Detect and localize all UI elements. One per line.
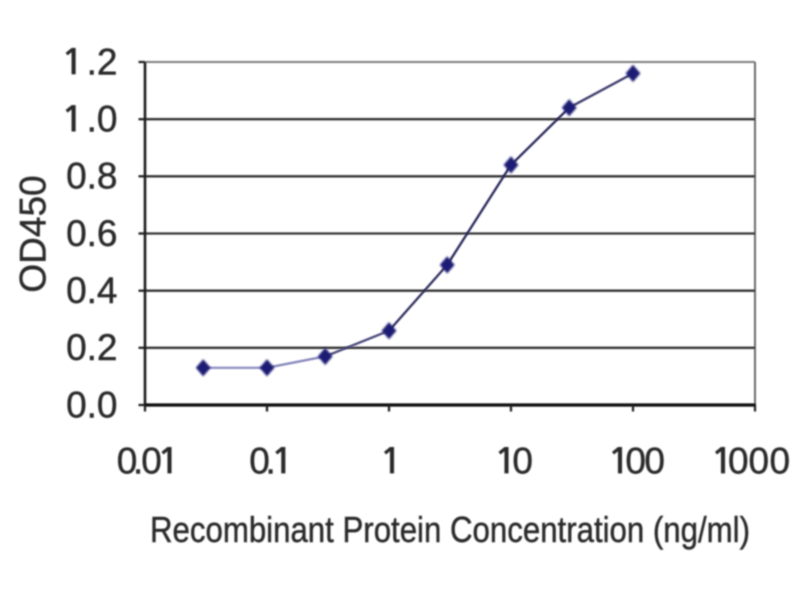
svg-text:0: 0 — [249, 440, 270, 481]
svg-text:0.2: 0.2 — [66, 327, 117, 368]
svg-text:0: 0 — [728, 440, 749, 481]
svg-text:.0: .0 — [87, 99, 118, 140]
svg-text:.: . — [266, 440, 276, 481]
svg-text:0: 0 — [644, 440, 665, 481]
svg-text:.: . — [133, 440, 143, 481]
svg-text:0.0: 0.0 — [66, 384, 117, 425]
svg-text:0: 0 — [141, 440, 162, 481]
svg-text:0: 0 — [770, 440, 791, 481]
svg-text:0.4: 0.4 — [66, 270, 117, 311]
svg-text:0.8: 0.8 — [66, 156, 117, 197]
svg-text:0.6: 0.6 — [66, 213, 117, 254]
svg-text:0: 0 — [749, 440, 770, 481]
svg-text:.2: .2 — [87, 41, 118, 82]
svg-text:0: 0 — [117, 440, 138, 481]
svg-text:0: 0 — [512, 440, 533, 481]
svg-text:Recombinant Protein Concentrat: Recombinant Protein Concentration (ng/ml… — [150, 509, 750, 550]
svg-text:OD450: OD450 — [13, 175, 54, 292]
svg-text:0: 0 — [625, 440, 646, 481]
